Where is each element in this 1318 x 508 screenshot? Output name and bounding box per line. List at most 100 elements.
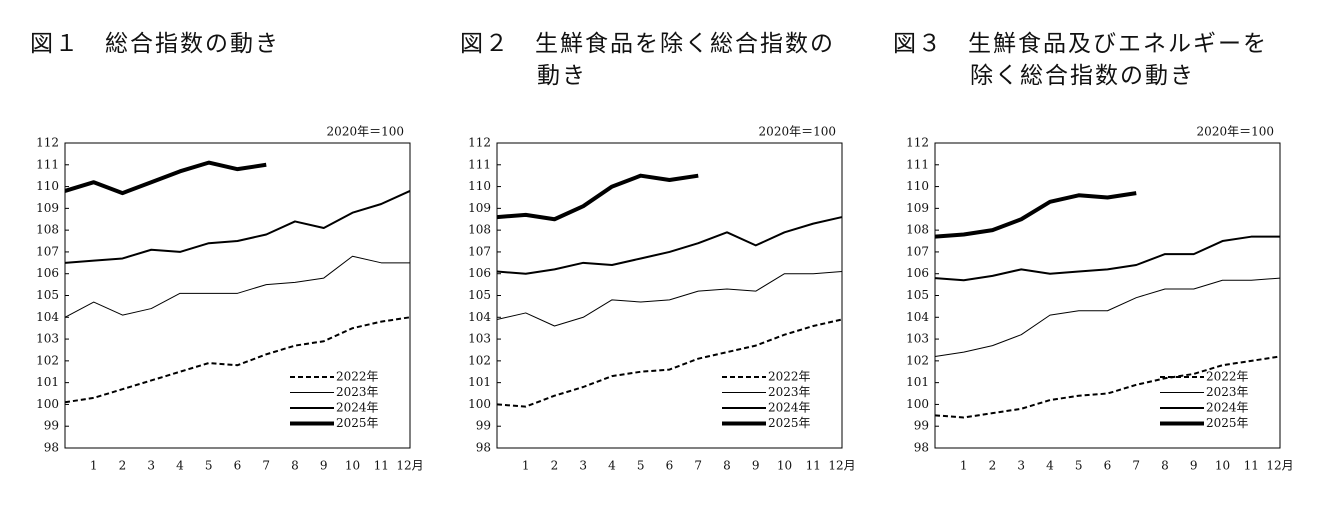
y-tick-label: 111 [906,157,929,171]
legend-label: 2024年 [1206,401,1249,415]
line-series [496,318,843,408]
x-tick-label: 2 [989,459,997,473]
legend-label: 2022年 [768,370,811,384]
x-tick-label: 6 [1104,459,1112,473]
annotation: 2020年＝100 [759,125,836,139]
y-tick-label: 100 [468,397,491,411]
y-tick-label: 107 [36,244,59,258]
y-tick-label: 109 [906,201,929,215]
x-tick-label: 2 [119,459,127,473]
x-tick-label: 3 [1017,459,1025,473]
x-tick-label: 5 [205,459,213,473]
legend-label: 2025年 [1206,416,1249,430]
x-tick-label: 12月 [396,459,423,473]
x-tick-label: 8 [1161,459,1169,473]
x-tick-label: 6 [666,459,674,473]
y-tick-label: 98 [914,441,929,455]
x-tick-label: 5 [1075,459,1083,473]
y-tick-label: 108 [468,223,491,237]
y-tick-label: 108 [36,223,59,237]
line-series [64,190,411,264]
x-tick-label: 4 [176,459,184,473]
chart-title: 図２ 生鮮食品を除く総合指数の動き [460,31,835,89]
x-tick-label: 1 [522,459,530,473]
line-series [64,316,411,404]
x-tick-label: 7 [262,459,270,473]
line-series [934,191,1137,239]
legend-label: 2023年 [768,385,811,399]
y-tick-label: 98 [44,441,59,455]
legend-label: 2025年 [336,416,379,430]
legend-label: 2024年 [336,401,379,415]
y-tick-label: 110 [36,179,59,193]
legend-label: 2025年 [768,416,811,430]
x-tick-label: 8 [291,459,299,473]
y-tick-label: 112 [36,136,59,150]
y-tick-label: 99 [914,419,929,433]
x-tick-label: 11 [374,459,389,473]
legend-label: 2023年 [1206,385,1249,399]
y-tick-label: 105 [36,288,59,302]
y-tick-label: 103 [906,332,929,346]
x-tick-label: 8 [723,459,731,473]
x-tick-label: 12月 [1266,459,1293,473]
y-tick-label: 104 [468,310,491,324]
x-tick-label: 10 [1215,459,1230,473]
y-tick-label: 109 [468,201,491,215]
x-tick-label: 9 [752,459,760,473]
legend-label: 2024年 [768,401,811,415]
y-tick-label: 105 [906,288,929,302]
y-tick-label: 102 [906,353,929,367]
annotation: 2020年＝100 [1197,125,1274,139]
x-tick-label: 7 [694,459,702,473]
x-tick-label: 10 [345,459,360,473]
y-tick-label: 110 [468,179,491,193]
y-tick-label: 110 [906,179,929,193]
legend-label: 2022年 [336,370,379,384]
x-tick-label: 4 [1046,459,1054,473]
line-series [934,355,1281,419]
x-tick-label: 7 [1132,459,1140,473]
x-tick-label: 9 [320,459,328,473]
legend-label: 2023年 [336,385,379,399]
line-series [496,271,843,327]
y-tick-label: 112 [468,136,491,150]
y-tick-label: 98 [476,441,491,455]
y-tick-label: 109 [36,201,59,215]
y-tick-label: 106 [906,266,929,280]
y-tick-label: 101 [906,375,929,389]
y-tick-label: 111 [468,157,491,171]
x-tick-label: 3 [147,459,155,473]
legend-label: 2022年 [1206,370,1249,384]
x-tick-label: 5 [637,459,645,473]
y-tick-label: 108 [906,223,929,237]
y-tick-label: 100 [906,397,929,411]
x-tick-label: 12月 [828,459,855,473]
y-tick-label: 103 [36,332,59,346]
chart-title: 図１ 総合指数の動き [30,31,280,57]
y-tick-label: 102 [468,353,491,367]
x-tick-label: 6 [234,459,242,473]
x-tick-label: 9 [1190,459,1198,473]
line-series [934,277,1281,357]
line-series [64,255,410,318]
y-tick-label: 103 [468,332,491,346]
x-tick-label: 11 [806,459,821,473]
x-tick-label: 3 [579,459,587,473]
annotation: 2020年＝100 [327,125,404,139]
y-tick-label: 99 [44,419,59,433]
y-tick-label: 105 [468,288,491,302]
line-series [934,235,1280,282]
x-tick-label: 1 [960,459,968,473]
y-tick-label: 104 [36,310,59,324]
chart-title: 図３ 生鮮食品及びエネルギーを除く総合指数の動き [893,31,1268,89]
y-tick-label: 99 [476,419,491,433]
y-tick-label: 101 [36,375,59,389]
y-tick-label: 102 [36,353,59,367]
y-tick-label: 106 [468,266,491,280]
y-tick-label: 107 [906,244,929,258]
y-tick-label: 107 [468,244,491,258]
x-tick-label: 10 [777,459,792,473]
